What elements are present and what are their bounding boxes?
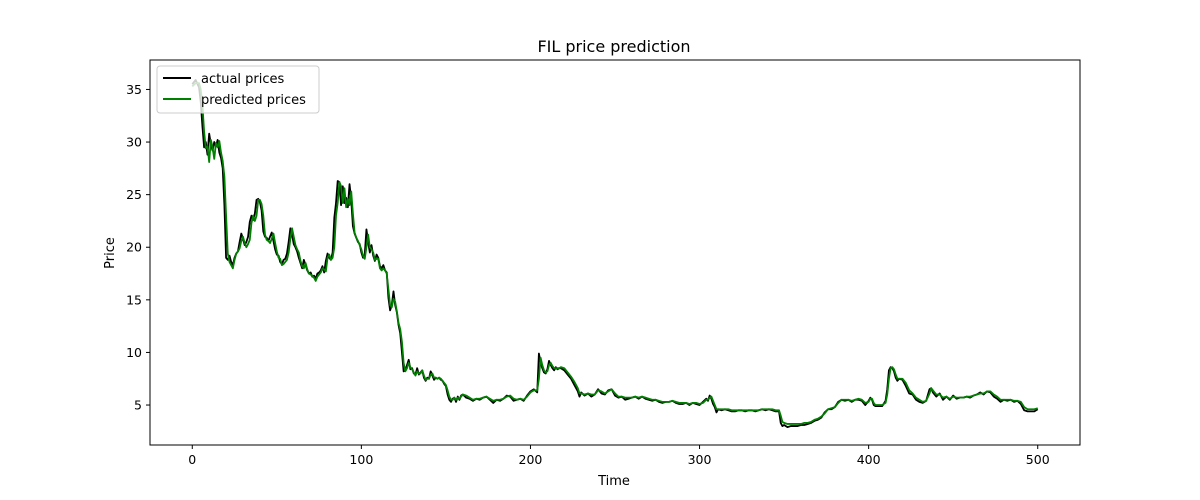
y-axis-ticks: 5 10 15 20 25 30 35 [126, 82, 150, 413]
y-tick-label: 10 [126, 345, 142, 360]
series-line-predicted-prices [191, 82, 1038, 425]
series-lines [191, 79, 1039, 429]
y-tick-label: 35 [126, 82, 142, 97]
series-line-actual-prices [191, 79, 1039, 429]
legend-box [156, 65, 320, 114]
legend: actual prices predicted prices [156, 65, 320, 114]
legend-label-predicted: predicted prices [201, 93, 306, 108]
legend-label-actual: actual prices [201, 72, 285, 87]
y-axis-label: Price [103, 237, 118, 269]
y-tick-label: 25 [126, 187, 142, 202]
axes-frame [149, 59, 1081, 446]
x-tick-label: 300 [688, 452, 712, 467]
x-tick-label: 200 [519, 452, 543, 467]
x-axis-label: Time [597, 474, 630, 489]
y-tick-label: 15 [126, 292, 142, 307]
x-tick-label: 500 [1026, 452, 1050, 467]
x-tick-label: 100 [349, 452, 373, 467]
y-tick-label: 20 [126, 240, 142, 255]
chart-title: FIL price prediction [537, 37, 690, 56]
x-tick-label: 400 [857, 452, 881, 467]
y-tick-label: 5 [134, 398, 142, 413]
x-axis-ticks: 0 100 200 300 400 500 [188, 445, 1050, 467]
x-tick-label: 0 [188, 452, 196, 467]
y-tick-label: 30 [126, 135, 142, 150]
